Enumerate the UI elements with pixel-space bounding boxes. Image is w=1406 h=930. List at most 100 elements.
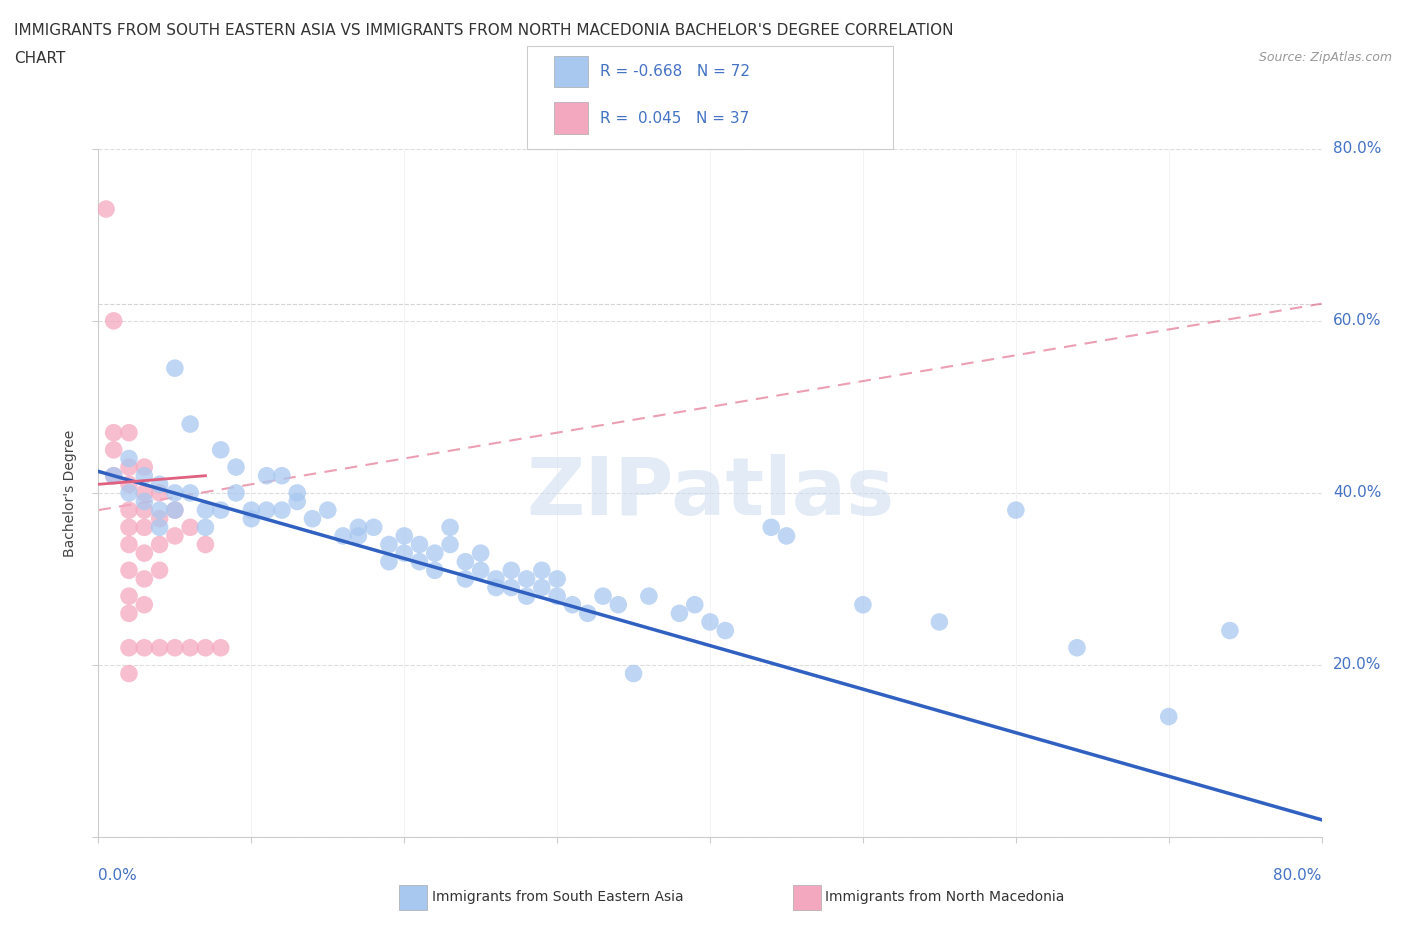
Point <box>118 503 141 518</box>
Point <box>134 641 156 656</box>
Point <box>1066 641 1088 656</box>
Point <box>149 485 172 500</box>
Point <box>240 503 263 518</box>
Point <box>530 580 553 595</box>
Point <box>408 538 430 552</box>
Point <box>134 571 156 587</box>
Text: 80.0%: 80.0% <box>1274 868 1322 883</box>
Point <box>332 528 354 543</box>
Point <box>194 503 217 518</box>
Point <box>347 520 370 535</box>
Point <box>928 615 950 630</box>
Point <box>209 443 232 458</box>
Point <box>149 520 172 535</box>
Text: R =  0.045   N = 37: R = 0.045 N = 37 <box>600 111 749 126</box>
Point <box>454 554 477 569</box>
Point <box>103 443 125 458</box>
Point <box>118 666 141 681</box>
Point <box>501 580 523 595</box>
Text: IMMIGRANTS FROM SOUTH EASTERN ASIA VS IMMIGRANTS FROM NORTH MACEDONIA BACHELOR'S: IMMIGRANTS FROM SOUTH EASTERN ASIA VS IM… <box>14 23 953 38</box>
Point <box>149 641 172 656</box>
Text: Immigrants from North Macedonia: Immigrants from North Macedonia <box>825 890 1064 905</box>
Point <box>194 520 217 535</box>
Point <box>118 477 141 492</box>
Point <box>516 571 538 587</box>
Point <box>485 580 508 595</box>
Point <box>1004 503 1026 518</box>
Point <box>316 503 339 518</box>
Point <box>163 361 186 376</box>
Point <box>194 641 217 656</box>
Point <box>103 469 125 484</box>
Point <box>285 485 308 500</box>
Point <box>423 563 446 578</box>
Point <box>561 597 583 612</box>
Point <box>592 589 614 604</box>
Point <box>501 563 523 578</box>
Point <box>149 503 172 518</box>
Text: 80.0%: 80.0% <box>1333 141 1381 156</box>
Point <box>179 520 201 535</box>
Point <box>179 485 201 500</box>
Point <box>683 597 706 612</box>
Point <box>118 606 141 621</box>
Point <box>103 425 125 440</box>
Point <box>607 597 630 612</box>
Point <box>134 520 156 535</box>
Text: Source: ZipAtlas.com: Source: ZipAtlas.com <box>1258 51 1392 64</box>
Point <box>576 606 599 621</box>
Point <box>439 520 461 535</box>
Point <box>118 425 141 440</box>
Point <box>392 546 416 561</box>
Point <box>149 538 172 552</box>
Point <box>118 459 141 474</box>
Point <box>179 417 201 432</box>
Point <box>118 563 141 578</box>
Point <box>134 469 156 484</box>
Point <box>378 554 401 569</box>
Point <box>699 615 721 630</box>
Point <box>163 503 186 518</box>
Point <box>301 512 323 526</box>
Point <box>134 503 156 518</box>
Point <box>179 641 201 656</box>
Point <box>209 503 232 518</box>
Point <box>134 597 156 612</box>
Point <box>439 538 461 552</box>
Point <box>470 546 492 561</box>
Point <box>470 563 492 578</box>
Text: R = -0.668   N = 72: R = -0.668 N = 72 <box>600 64 751 79</box>
Point <box>408 554 430 569</box>
Point <box>149 512 172 526</box>
Point <box>118 538 141 552</box>
Point <box>363 520 385 535</box>
Y-axis label: Bachelor's Degree: Bachelor's Degree <box>63 430 77 556</box>
Text: 60.0%: 60.0% <box>1333 313 1381 328</box>
Point <box>134 546 156 561</box>
Point <box>94 202 117 217</box>
Point <box>714 623 737 638</box>
Text: CHART: CHART <box>14 51 66 66</box>
Point <box>668 606 690 621</box>
Point <box>163 485 186 500</box>
Point <box>225 485 247 500</box>
Point <box>530 563 553 578</box>
Text: 20.0%: 20.0% <box>1333 658 1381 672</box>
Point <box>103 313 125 328</box>
Point <box>270 503 292 518</box>
Point <box>134 459 156 474</box>
Point <box>1219 623 1241 638</box>
Point <box>516 589 538 604</box>
Point <box>118 485 141 500</box>
Point <box>256 503 278 518</box>
Point <box>852 597 875 612</box>
Point <box>270 469 292 484</box>
Point <box>163 641 186 656</box>
Point <box>149 563 172 578</box>
Point <box>347 528 370 543</box>
Point <box>1157 709 1180 724</box>
Point <box>149 477 172 492</box>
Point <box>118 451 141 466</box>
Text: Immigrants from South Eastern Asia: Immigrants from South Eastern Asia <box>432 890 683 905</box>
Point <box>118 589 141 604</box>
